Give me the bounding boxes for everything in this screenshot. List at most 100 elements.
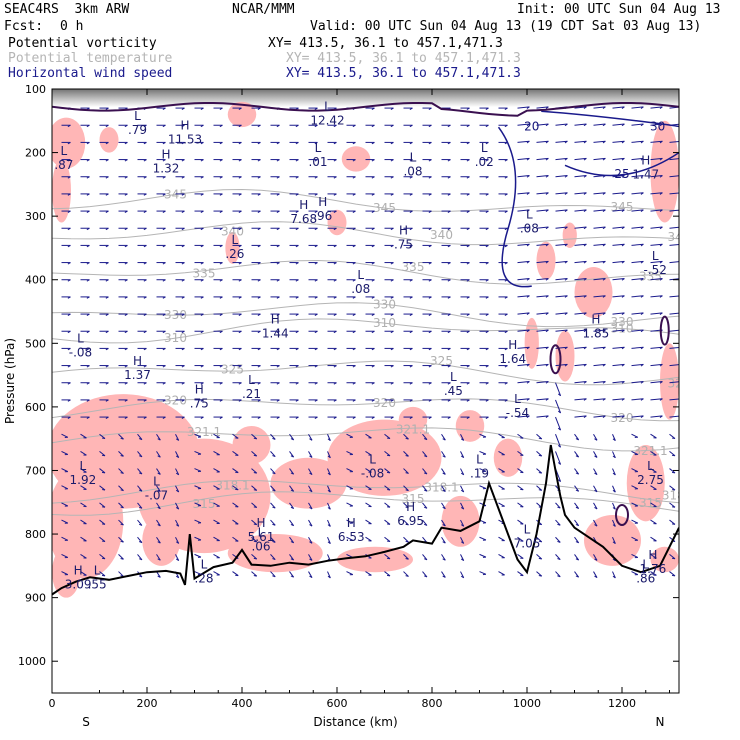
wind-vector-head	[447, 124, 451, 128]
wind-vector-head	[238, 141, 242, 145]
wind-vector-head	[257, 262, 261, 265]
theta-contour-line	[52, 427, 679, 452]
wind-vector-head	[447, 416, 451, 419]
wind-vector	[650, 295, 663, 298]
wind-vector-head	[621, 157, 625, 161]
wind-vector-head	[257, 279, 261, 282]
wind-vector	[574, 278, 587, 281]
wind-vector-head	[175, 455, 179, 459]
wind-vector-head	[157, 558, 161, 561]
y-tick-label: 900	[25, 592, 46, 605]
wind-vector-head	[295, 296, 299, 299]
wind-vector	[650, 346, 663, 349]
wind-vector-head	[390, 124, 394, 128]
wind-vector-head	[504, 416, 508, 419]
pv-extremum-kind: L	[153, 475, 160, 489]
wind-vector-head	[257, 124, 261, 128]
pv-fill-region	[398, 406, 428, 433]
wind-vector-head	[238, 279, 242, 282]
wind-vector-head	[594, 524, 598, 527]
pv-extremum-kind: H	[180, 119, 189, 133]
wind-vector-head	[162, 262, 166, 265]
wind-vector-head	[138, 541, 143, 544]
wind-vector-head	[200, 227, 204, 231]
wind-vector	[650, 571, 657, 576]
wind-vector-head	[583, 243, 587, 247]
wind-vector	[308, 485, 313, 493]
wind-vector-head	[409, 399, 413, 402]
wind-vector	[593, 295, 606, 298]
wind-vector	[555, 399, 562, 414]
wind-vector-head	[143, 159, 147, 162]
wind-vector-head	[621, 415, 625, 418]
wind-vector-head	[200, 347, 204, 351]
pv-extremum-value: .08	[520, 222, 539, 236]
wind-vector	[574, 295, 587, 298]
x-tick-label: 400	[232, 697, 253, 710]
wind-vector-head	[181, 193, 185, 196]
wind-vector-head	[333, 124, 337, 128]
wind-vector-head	[327, 541, 331, 545]
pv-fill-region	[327, 419, 442, 496]
wind-vector-head	[409, 382, 413, 385]
wind-vector-head	[333, 279, 337, 282]
wind-vector-head	[442, 524, 446, 527]
wind-vector-head	[352, 262, 356, 265]
wind-vector	[517, 398, 530, 401]
wind-vector-head	[219, 382, 223, 385]
wind-vector-head	[460, 575, 464, 579]
wind-vector	[650, 243, 663, 246]
wind-vector-head	[181, 296, 185, 299]
wind-vector-head	[466, 347, 470, 351]
wind-vector-head	[352, 141, 356, 145]
pv-fill-region	[562, 222, 577, 248]
theta-contour-label: 310	[164, 331, 187, 345]
wind-vector	[137, 554, 143, 561]
wind-vector	[403, 451, 409, 457]
wind-vector	[555, 519, 561, 526]
wind-vector	[232, 536, 239, 542]
wind-vector-head	[423, 575, 428, 578]
wind-vector	[593, 106, 606, 109]
wind-vector-head	[371, 296, 375, 299]
theta-contour-label: 325	[430, 354, 453, 368]
theta-contour-line	[52, 318, 679, 344]
pv-fill-region	[455, 410, 485, 442]
wind-vector-head	[621, 226, 625, 230]
wind-vector	[631, 571, 639, 576]
wind-vector-head	[200, 399, 204, 402]
wind-vector-head	[352, 210, 356, 213]
wind-vector	[669, 295, 679, 298]
wind-vector-head	[257, 399, 261, 402]
wind-vector-head	[564, 312, 568, 315]
wind-vector	[593, 123, 606, 126]
wind-vector-head	[612, 489, 616, 493]
pv-extremum-kind: L	[258, 526, 265, 540]
wind-vector	[270, 571, 276, 578]
wind-vector-head	[272, 575, 276, 578]
theta-contour-line	[52, 188, 679, 212]
wind-vector-head	[526, 175, 530, 178]
pv-extremum-value: 1.85	[583, 327, 610, 341]
wind-vector-head	[200, 313, 204, 316]
pv-extremum-kind: H	[271, 313, 280, 327]
wind-vector-head	[67, 244, 71, 248]
wind-vector-head	[333, 330, 337, 334]
wind-vector-head	[405, 472, 409, 474]
wind-vector-head	[621, 329, 625, 333]
wind-vector-head	[659, 346, 663, 350]
wind-vector-head	[105, 347, 109, 351]
wind-vector-head	[124, 399, 128, 402]
wind-vector	[213, 536, 220, 542]
wind-vector	[574, 571, 580, 578]
wind-vector	[536, 312, 549, 315]
wind-vector	[99, 451, 106, 457]
wind-vector-head	[428, 193, 432, 196]
wind-vector-head	[564, 278, 568, 281]
wind-vector	[327, 502, 331, 510]
y-tick-label: 100	[25, 83, 46, 96]
field-theta-xy: XY= 413.5, 36.1 to 457.1,471.3	[286, 51, 521, 66]
wind-vector-head	[105, 244, 109, 248]
wind-vector-head	[557, 444, 561, 448]
wind-vector-head	[272, 437, 276, 440]
